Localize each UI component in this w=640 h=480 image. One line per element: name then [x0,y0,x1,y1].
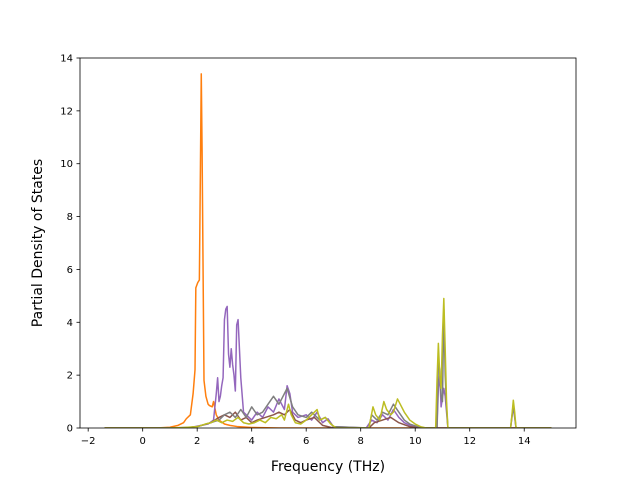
y-tick-label: 14 [60,54,73,65]
x-tick-label: 2 [194,436,200,447]
y-tick-label: 4 [67,318,73,329]
x-tick-label: −2 [81,436,96,447]
series-line-2 [104,305,552,428]
x-tick-label: 4 [249,436,255,447]
x-tick-label: 10 [409,436,422,447]
y-tick-label: 6 [67,265,73,276]
x-tick-label: 14 [518,436,531,447]
y-tick-label: 8 [67,212,73,223]
y-axis-label: Partial Density of States [30,159,46,327]
y-axis-ticks: 0 2 4 6 8 10 12 14 [60,54,80,435]
x-tick-label: 0 [139,436,145,447]
y-tick-label: 10 [60,159,73,170]
axes-frame [79,57,577,429]
x-tick-label: 6 [303,436,309,447]
x-tick-label: 8 [358,436,364,447]
y-tick-label: 12 [60,106,73,117]
series-line-1 [104,73,552,428]
y-tick-label: 0 [67,424,73,435]
series-layer [104,73,552,428]
x-axis-label: Frequency (THz) [271,459,385,475]
x-tick-label: 12 [463,436,476,447]
x-axis-ticks: −2 0 2 4 6 8 10 12 14 [81,428,531,447]
series-line-5 [104,297,552,428]
y-tick-label: 2 [67,371,73,382]
